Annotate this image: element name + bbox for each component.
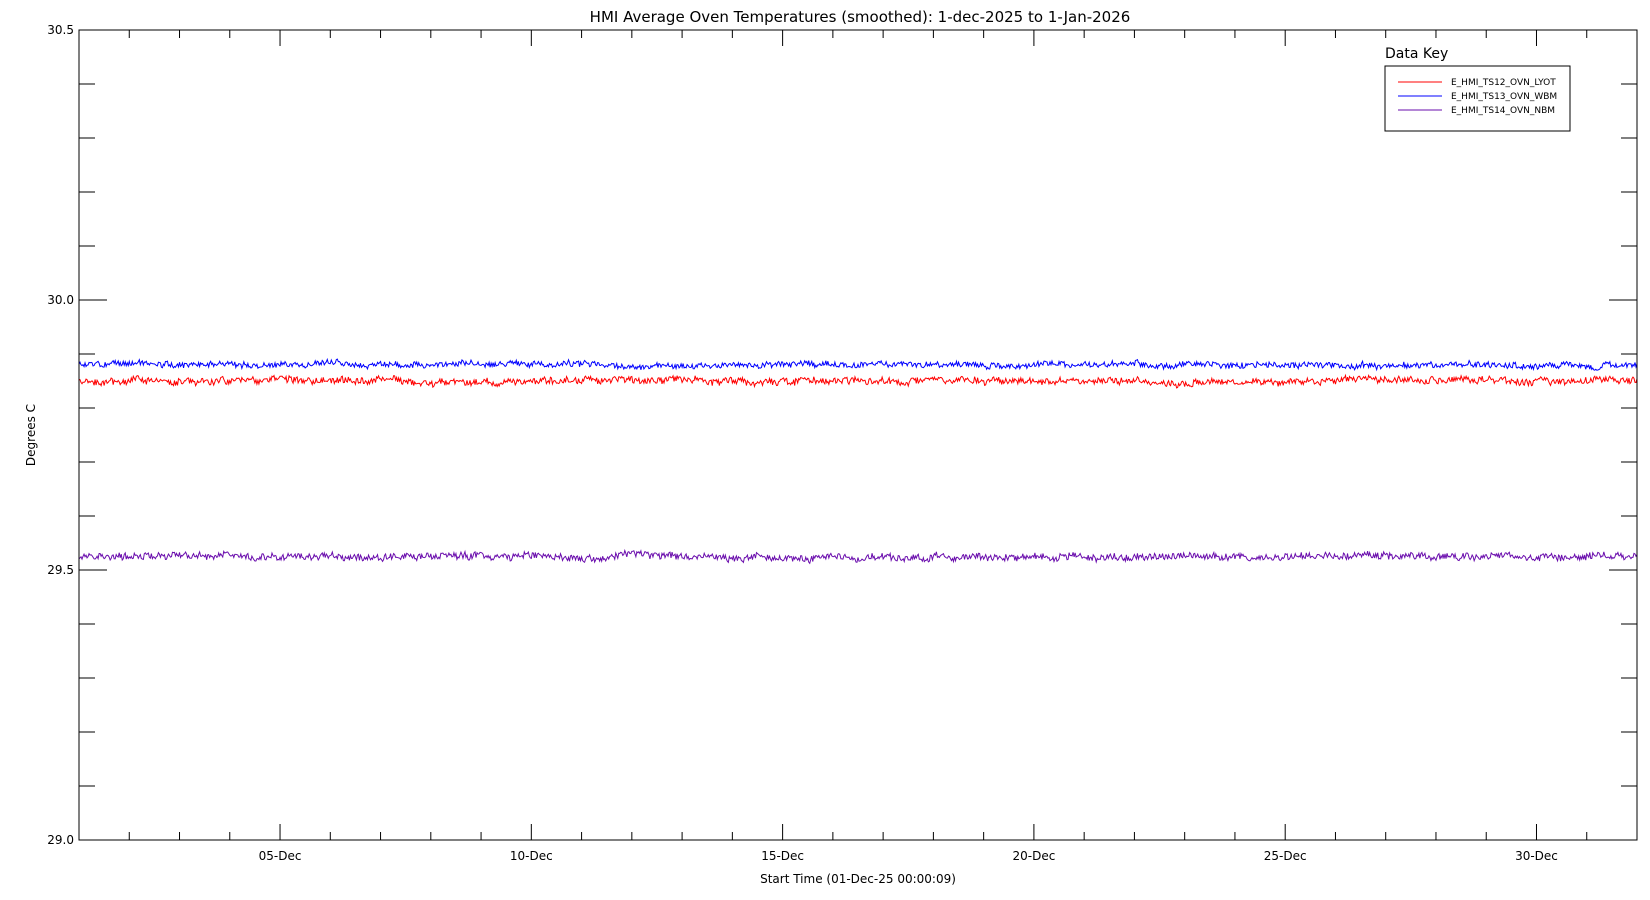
y-tick-label: 29.0 [47,833,74,847]
series-line-3 [78,548,1638,565]
x-tick-label: 25-Dec [1264,849,1307,863]
x-axis-label: Start Time (01-Dec-25 00:00:09) [760,872,956,886]
x-axis: 05-Dec 10-Dec 15-Dec 20-Dec 25-Dec 30-Dec [128,30,1588,863]
x-tick-label: 30-Dec [1515,849,1558,863]
x-tick-label: 05-Dec [259,849,302,863]
legend: Data Key E_HMI_TS12_OVN_LYOT E_HMI_TS13_O… [1384,46,1571,132]
y-axis-label: Degrees C [24,404,38,466]
series-line-1 [78,373,1638,389]
x-tick-label: 20-Dec [1012,849,1055,863]
legend-box [1384,65,1571,132]
y-axis: 29.0 29.5 30.0 30.5 [47,23,1637,847]
series-line-2 [78,357,1638,372]
x-tick-label: 15-Dec [761,849,804,863]
legend-entry-label: E_HMI_TS14_OVN_NBM [1451,106,1555,116]
chart-title: HMI Average Oven Temperatures (smoothed)… [590,8,1131,26]
plot-series [78,357,1638,565]
plot-frame [78,29,1638,841]
x-tick-label: 10-Dec [510,849,553,863]
y-tick-label: 30.0 [47,293,74,307]
legend-title: Data Key [1385,46,1448,62]
legend-entry-label: E_HMI_TS13_OVN_WBM [1451,92,1557,102]
y-tick-label: 29.5 [47,563,74,577]
y-tick-label: 30.5 [47,23,74,37]
legend-entry-label: E_HMI_TS12_OVN_LYOT [1451,78,1556,88]
